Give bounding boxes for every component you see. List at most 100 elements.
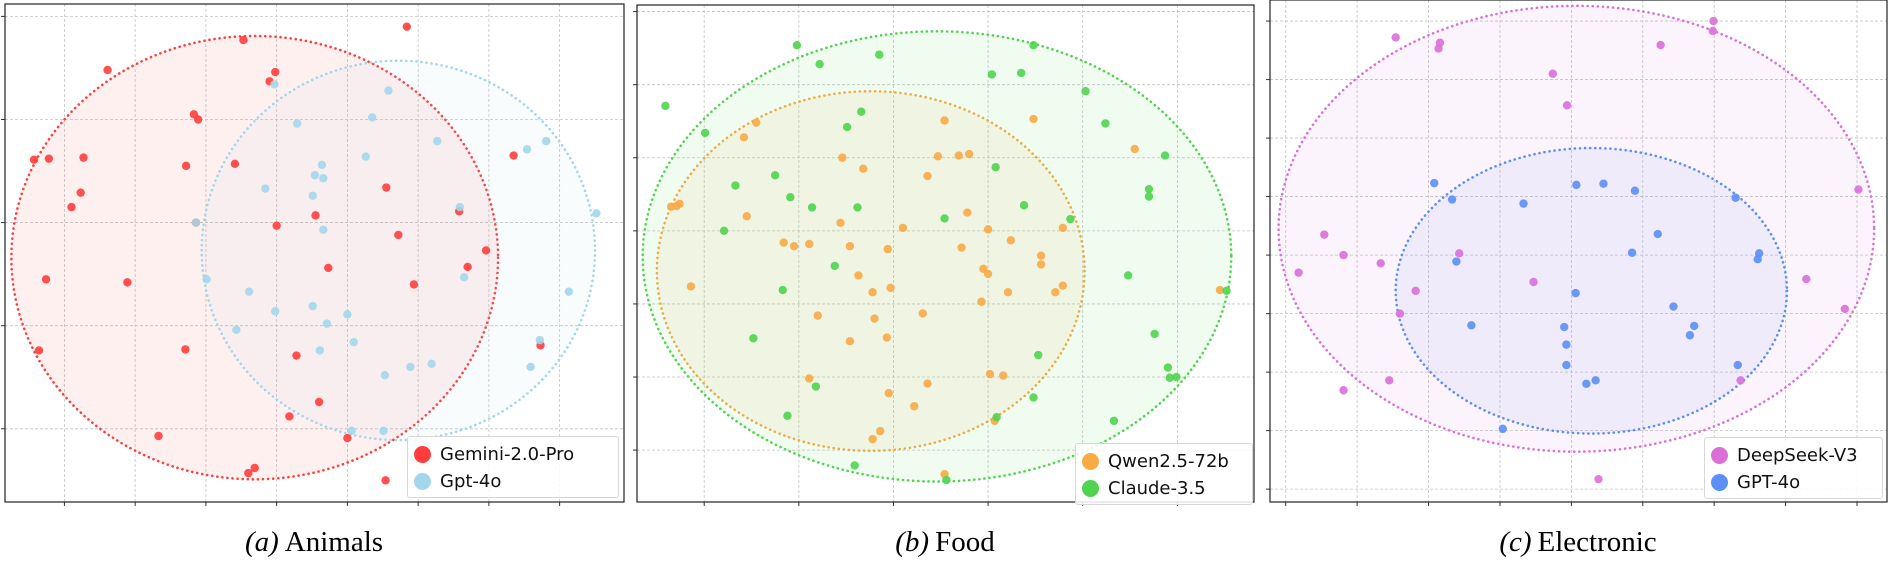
- data-point: [1036, 260, 1046, 269]
- data-point: [886, 283, 895, 293]
- data-point: [868, 288, 877, 297]
- legend-label: Claude-3.5: [1108, 478, 1206, 499]
- data-point: [76, 188, 85, 197]
- data-point: [67, 202, 76, 212]
- data-point: [193, 115, 203, 124]
- data-point: [1003, 288, 1013, 297]
- caption-label: (c): [1499, 526, 1532, 558]
- data-point: [317, 160, 327, 170]
- data-point: [1029, 114, 1038, 124]
- legend-marker: [1711, 474, 1728, 491]
- data-point: [1571, 288, 1580, 298]
- data-point: [1150, 329, 1159, 339]
- data-point: [836, 218, 845, 228]
- data-point: [349, 337, 358, 347]
- data-point: [1653, 229, 1662, 239]
- caption-animals: (a) Animals: [245, 526, 383, 559]
- data-point: [1165, 373, 1174, 382]
- data-point: [1736, 376, 1745, 385]
- data-point: [308, 191, 317, 200]
- legend-entry: Qwen2.5-72b: [1082, 448, 1246, 475]
- data-point: [940, 116, 949, 125]
- confidence-ellipse-fill: [201, 60, 595, 441]
- data-point: [244, 468, 253, 478]
- data-point: [933, 152, 943, 161]
- legend-label: Gemini-2.0-Pro: [440, 444, 575, 465]
- panel-animals: [1, 3, 625, 506]
- confidence-ellipse: [200, 59, 597, 442]
- confidence-ellipse-fill: [1395, 148, 1788, 434]
- axes-frame: [4, 3, 625, 503]
- data-point: [1560, 322, 1569, 332]
- panel-electronic: [1266, 0, 1888, 506]
- caption-label: (b): [895, 526, 930, 558]
- data-point: [999, 371, 1008, 380]
- data-point: [991, 163, 1000, 172]
- data-point: [343, 433, 352, 443]
- data-point: [987, 70, 997, 79]
- data-point: [379, 426, 388, 436]
- data-point: [883, 244, 892, 254]
- data-point: [322, 319, 332, 328]
- data-point: [343, 310, 352, 319]
- data-point: [778, 285, 787, 295]
- legend-entry: GPT-4o: [1711, 469, 1876, 496]
- data-point: [882, 333, 892, 342]
- data-point: [985, 369, 995, 379]
- panel-food: [633, 4, 1255, 506]
- data-point: [1385, 376, 1394, 385]
- data-point: [44, 154, 54, 163]
- data-point: [367, 113, 377, 122]
- data-point: [1066, 214, 1075, 224]
- data-point: [983, 225, 993, 234]
- data-point: [1689, 321, 1699, 331]
- data-point: [103, 65, 112, 75]
- data-point: [1123, 271, 1133, 280]
- data-point: [459, 273, 469, 282]
- data-point: [1630, 186, 1640, 195]
- data-point: [1058, 281, 1068, 290]
- data-point: [845, 241, 855, 251]
- data-point: [509, 151, 518, 160]
- data-point: [1572, 180, 1581, 190]
- data-point: [1455, 249, 1464, 258]
- data-point: [898, 223, 908, 233]
- data-point: [123, 278, 132, 287]
- data-point: [1019, 201, 1029, 210]
- data-point: [1519, 199, 1528, 208]
- data-point: [963, 208, 972, 217]
- data-point: [433, 136, 442, 146]
- data-point: [1411, 286, 1420, 295]
- legend-label: GPT-4o: [1737, 472, 1801, 493]
- data-point: [522, 145, 532, 154]
- data-point: [954, 151, 963, 160]
- data-point: [202, 275, 211, 284]
- data-point: [686, 282, 696, 291]
- data-point: [541, 136, 551, 146]
- data-point: [1599, 179, 1608, 188]
- data-point: [1036, 251, 1046, 260]
- data-point: [271, 67, 280, 77]
- data-point: [311, 211, 320, 220]
- data-point: [535, 335, 545, 345]
- confidence-ellipse-fill: [1278, 5, 1875, 452]
- data-point: [1051, 288, 1060, 297]
- data-point: [1562, 360, 1571, 370]
- data-point: [1029, 40, 1038, 50]
- data-point: [29, 155, 39, 164]
- data-point: [853, 203, 862, 212]
- data-point: [1339, 250, 1348, 260]
- data-point: [244, 287, 254, 296]
- data-point: [1101, 119, 1110, 128]
- data-point: [308, 301, 317, 311]
- confidence-ellipse: [655, 89, 1086, 453]
- legend-entry: Claude-3.5: [1082, 475, 1246, 502]
- data-point: [830, 261, 839, 271]
- data-point: [1144, 184, 1154, 194]
- data-point: [181, 345, 190, 354]
- data-point: [292, 119, 302, 128]
- data-point: [1144, 192, 1154, 201]
- data-point: [230, 159, 240, 169]
